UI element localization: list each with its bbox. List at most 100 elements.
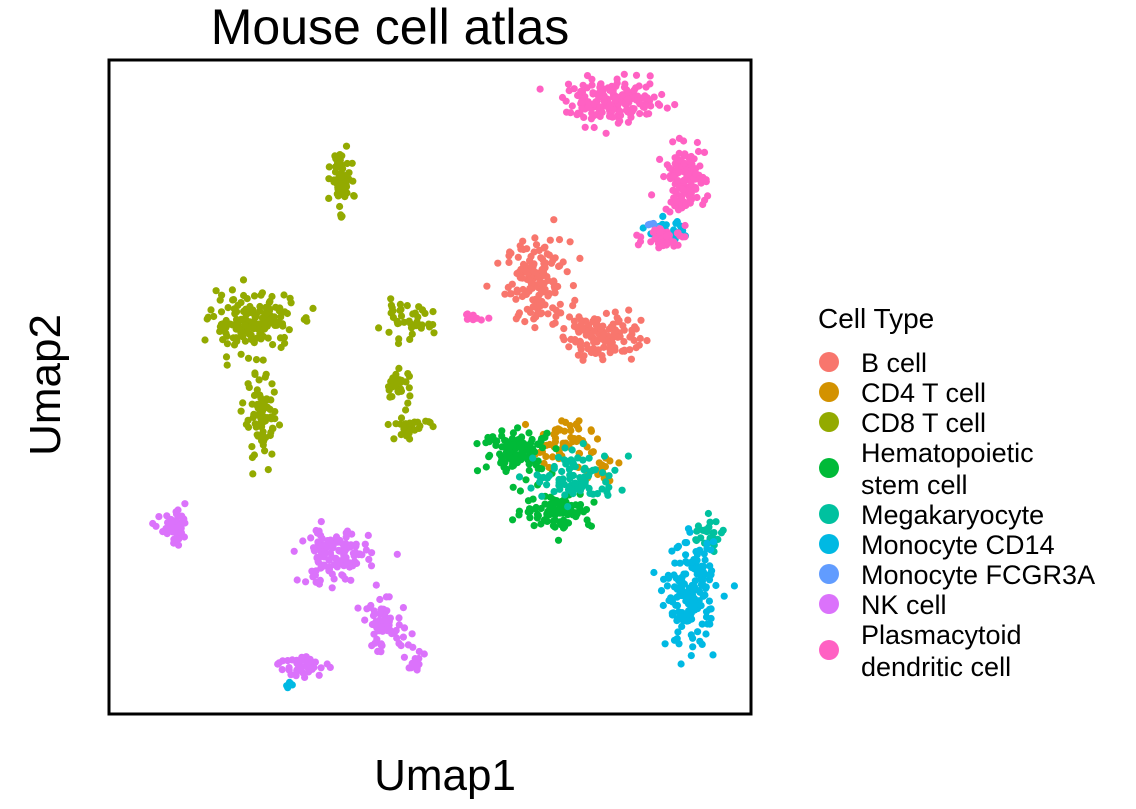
point-0: [611, 308, 619, 316]
point-3: [473, 467, 482, 475]
point-0: [563, 268, 571, 276]
point-5: [720, 592, 728, 600]
point-8: [694, 147, 703, 156]
point-7: [363, 605, 371, 613]
point-2: [252, 423, 260, 431]
point-2: [287, 299, 295, 307]
point-8: [598, 108, 606, 116]
point-8: [636, 110, 644, 118]
point-7: [290, 547, 298, 555]
point-2: [230, 341, 239, 349]
point-2: [265, 299, 273, 307]
point-0: [555, 236, 564, 244]
point-7: [312, 567, 320, 575]
legend-key-3: [819, 458, 839, 478]
point-7: [149, 519, 157, 528]
point-2: [402, 378, 410, 386]
point-7: [377, 640, 385, 648]
point-7: [354, 604, 362, 612]
point-3: [556, 518, 564, 526]
point-2: [248, 400, 256, 408]
point-0: [557, 309, 565, 317]
point-8: [583, 72, 592, 80]
point-5: [690, 596, 698, 604]
point-5: [683, 539, 691, 547]
point-3: [509, 454, 517, 462]
point-3: [514, 424, 522, 432]
point-2: [338, 212, 346, 220]
point-0: [560, 336, 568, 344]
point-7: [305, 667, 313, 675]
point-5: [671, 559, 679, 567]
point-2: [239, 276, 248, 284]
point-8: [651, 235, 659, 243]
point-7: [326, 549, 335, 557]
point-5: [686, 528, 694, 536]
point-0: [590, 338, 598, 346]
point-7: [181, 500, 189, 508]
point-7: [400, 624, 409, 632]
point-3: [530, 522, 538, 530]
point-8: [700, 148, 709, 156]
point-7: [348, 530, 356, 538]
point-2: [272, 303, 280, 311]
point-8: [687, 152, 695, 161]
point-0: [643, 337, 651, 345]
point-3: [522, 476, 530, 484]
point-7: [377, 605, 385, 613]
point-0: [540, 279, 548, 287]
legend-key-0: [819, 352, 839, 372]
point-2: [259, 418, 267, 426]
point-2: [257, 394, 265, 402]
point-0: [637, 316, 645, 324]
point-7: [393, 550, 401, 558]
point-8: [656, 101, 664, 109]
point-5: [661, 640, 669, 648]
point-2: [263, 414, 271, 422]
point-5: [690, 556, 698, 564]
point-2: [407, 324, 416, 332]
point-2: [248, 443, 256, 451]
point-2: [331, 168, 340, 176]
point-8: [613, 75, 621, 83]
point-2: [406, 435, 414, 443]
point-5: [709, 651, 717, 659]
point-2: [390, 435, 398, 443]
point-4: [529, 454, 537, 462]
point-7: [393, 634, 401, 642]
point-8: [624, 95, 632, 103]
point-2: [237, 350, 245, 358]
point-1: [589, 448, 597, 456]
point-0: [512, 315, 520, 323]
point-4: [555, 479, 563, 487]
point-7: [295, 663, 303, 672]
point-3: [524, 497, 533, 505]
point-7: [364, 531, 372, 540]
point-0: [550, 216, 558, 224]
point-0: [515, 309, 524, 317]
point-2: [222, 321, 230, 330]
point-0: [600, 330, 609, 338]
point-5: [682, 551, 690, 559]
point-0: [600, 343, 608, 351]
point-2: [275, 421, 284, 429]
point-2: [330, 178, 338, 186]
point-8: [616, 107, 624, 115]
point-0: [571, 336, 579, 344]
point-8: [565, 87, 573, 95]
point-4: [576, 487, 585, 495]
point-2: [404, 399, 412, 407]
point-5: [650, 568, 658, 577]
point-5: [730, 582, 739, 590]
point-2: [248, 453, 256, 462]
point-3: [552, 445, 560, 453]
point-7: [371, 639, 379, 647]
point-8: [696, 162, 704, 170]
point-0: [613, 314, 621, 322]
plot-panel: [107, 58, 753, 716]
point-8: [650, 93, 658, 101]
point-7: [386, 626, 395, 635]
point-5: [707, 605, 715, 613]
point-0: [575, 313, 583, 321]
point-0: [636, 334, 644, 343]
